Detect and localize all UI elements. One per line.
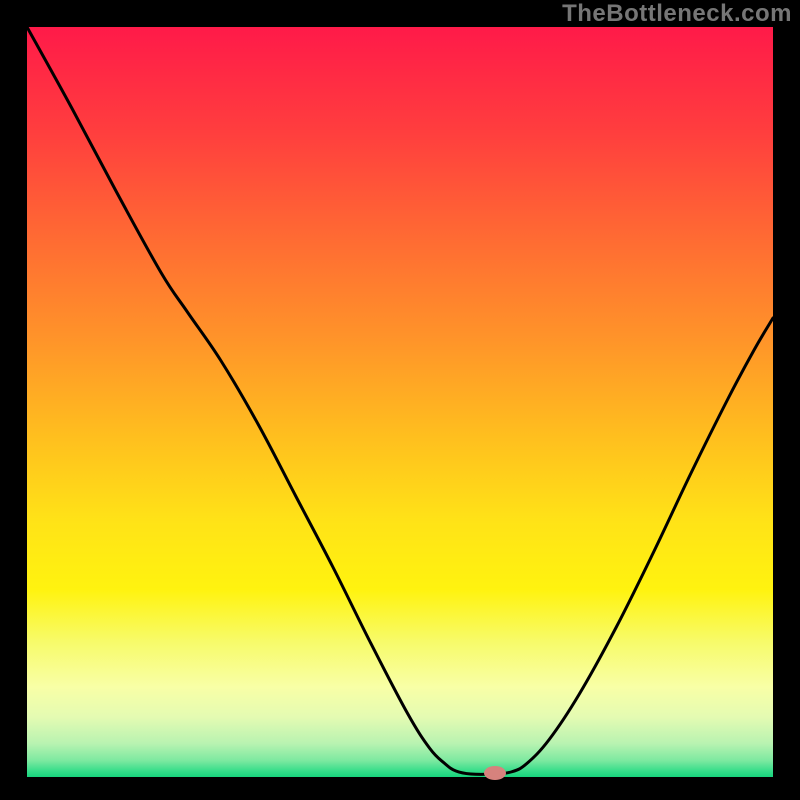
selected-point-marker: [484, 766, 506, 780]
watermark-text: TheBottleneck.com: [562, 0, 792, 28]
bottleneck-curve: [27, 27, 773, 777]
plot-area: [27, 27, 773, 777]
